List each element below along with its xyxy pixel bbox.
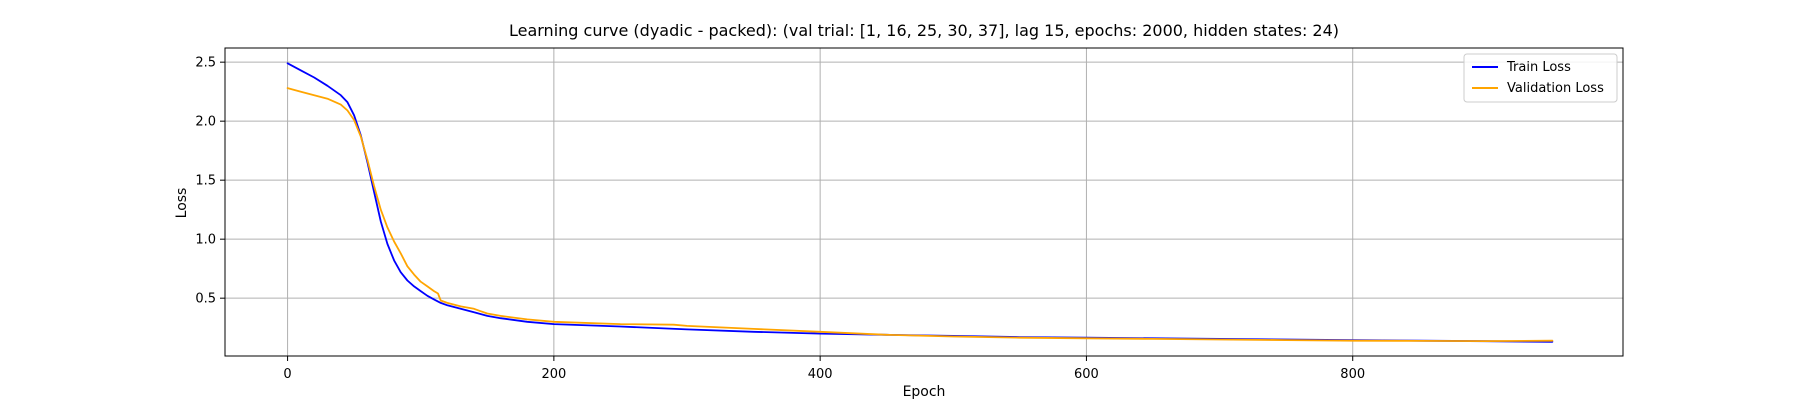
x-tick-label: 200 bbox=[541, 367, 566, 382]
y-tick-label: 1.5 bbox=[195, 174, 216, 189]
series-layer bbox=[286, 62, 1554, 343]
y-tick-label: 2.0 bbox=[195, 115, 216, 130]
ticks-layer: 0 200 400 600 800 0.5 1.0 1.5 2.0 2.5 bbox=[195, 56, 1365, 382]
legend-box bbox=[1463, 53, 1618, 103]
y-tick-label: 0.5 bbox=[195, 292, 216, 307]
x-tick-label: 400 bbox=[808, 367, 833, 382]
plot-area-frame bbox=[224, 47, 1624, 357]
x-axis-label: Epoch bbox=[903, 384, 946, 400]
legend: Train Loss Validation Loss bbox=[1463, 53, 1618, 103]
x-tick-label: 0 bbox=[283, 367, 291, 382]
y-axis-label: Loss bbox=[174, 188, 190, 219]
x-tick-label: 600 bbox=[1074, 367, 1099, 382]
legend-label-validation-loss: Validation Loss bbox=[1507, 81, 1604, 96]
x-tick-label: 800 bbox=[1340, 367, 1365, 382]
grid-layer bbox=[225, 48, 1623, 356]
y-tick-label: 2.5 bbox=[195, 56, 216, 71]
chart-title: Learning curve (dyadic - packed): (val t… bbox=[509, 21, 1339, 40]
legend-label-train-loss: Train Loss bbox=[1506, 60, 1571, 75]
series-line-train-loss bbox=[286, 62, 1554, 343]
series-line-validation-loss bbox=[286, 87, 1554, 343]
y-tick-label: 1.0 bbox=[195, 233, 216, 248]
